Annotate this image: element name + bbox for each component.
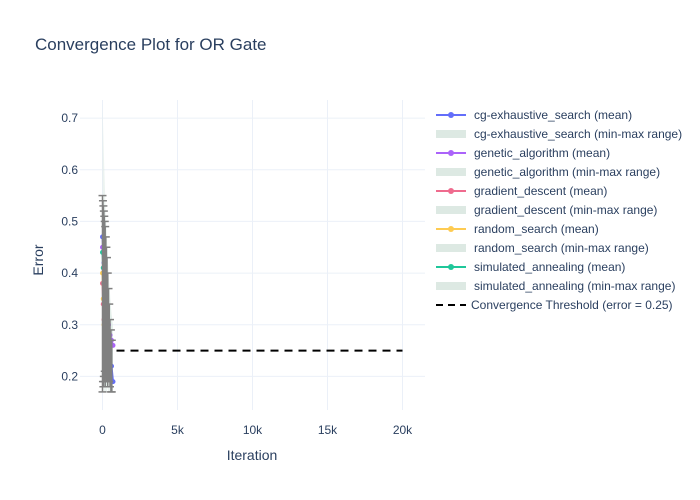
x-tick-labels: 0 5k 10k 15k 20k	[99, 423, 413, 437]
y-tick-labels: 0.2 0.3 0.4 0.5 0.6 0.7	[61, 111, 78, 383]
legend-item[interactable]: random_search (min-max range)	[436, 241, 649, 255]
legend-band-swatch	[436, 282, 466, 290]
x-tick-label: 10k	[243, 423, 263, 437]
legend-item[interactable]: simulated_annealing (mean)	[436, 260, 625, 274]
y-tick-label: 0.6	[61, 163, 78, 177]
legend-marker	[448, 150, 454, 156]
legend-label: simulated_annealing (mean)	[474, 260, 625, 274]
legend-item[interactable]: genetic_algorithm (min-max range)	[436, 165, 660, 179]
legend-marker	[448, 264, 454, 270]
legend-label: simulated_annealing (min-max range)	[474, 279, 675, 293]
legend-label: cg-exhaustive_search (mean)	[474, 108, 632, 122]
legend-label: genetic_algorithm (mean)	[474, 146, 610, 160]
legend-item[interactable]: genetic_algorithm (mean)	[436, 146, 610, 160]
legend-item[interactable]: cg-exhaustive_search (mean)	[436, 108, 632, 122]
x-tick-label: 0	[99, 423, 106, 437]
legend-item[interactable]: gradient_descent (mean)	[436, 184, 607, 198]
legend-label: cg-exhaustive_search (min-max range)	[474, 127, 682, 141]
x-tick-label: 15k	[318, 423, 338, 437]
legend-marker	[448, 112, 454, 118]
y-tick-label: 0.5	[61, 214, 78, 228]
chart-title: Convergence Plot for OR Gate	[35, 35, 267, 54]
legend-band-swatch	[436, 168, 466, 176]
legend-label: gradient_descent (min-max range)	[474, 203, 657, 217]
y-tick-label: 0.4	[61, 266, 78, 280]
legend-label: random_search (mean)	[474, 222, 599, 236]
legend-marker	[448, 188, 454, 194]
legend-item[interactable]: random_search (mean)	[436, 222, 599, 236]
legend-item[interactable]: gradient_descent (min-max range)	[436, 203, 657, 217]
legend-marker	[448, 226, 454, 232]
x-axis-title: Iteration	[227, 447, 278, 463]
legend-label: gradient_descent (mean)	[474, 184, 607, 198]
y-tick-label: 0.7	[61, 111, 78, 125]
x-tick-label: 5k	[171, 423, 185, 437]
y-tick-label: 0.2	[61, 369, 78, 383]
x-gridlines	[102, 100, 403, 410]
legend-label: random_search (min-max range)	[474, 241, 649, 255]
legend[interactable]: cg-exhaustive_search (mean) cg-exhaustive…	[436, 108, 682, 312]
error-bars	[98, 194, 116, 393]
y-tick-label: 0.3	[61, 318, 78, 332]
plot-area	[98, 102, 403, 393]
legend-label: genetic_algorithm (min-max range)	[474, 165, 660, 179]
x-tick-label: 20k	[393, 423, 413, 437]
legend-item[interactable]: simulated_annealing (min-max range)	[436, 279, 675, 293]
legend-item[interactable]: Convergence Threshold (error = 0.25)	[436, 298, 673, 312]
legend-label: Convergence Threshold (error = 0.25)	[471, 298, 673, 312]
legend-band-swatch	[436, 206, 466, 214]
legend-band-swatch	[436, 244, 466, 252]
y-axis-title: Error	[30, 244, 46, 275]
legend-item[interactable]: cg-exhaustive_search (min-max range)	[436, 127, 682, 141]
legend-band-swatch	[436, 130, 466, 138]
